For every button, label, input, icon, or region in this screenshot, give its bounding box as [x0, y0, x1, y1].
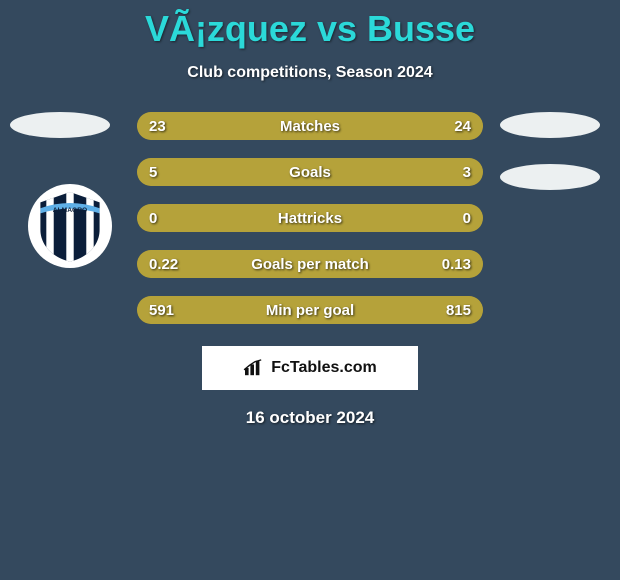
brand-box: FcTables.com	[202, 346, 418, 390]
comparison-stage: ALMAGRO 23 Matches 24 5 Goals 3 0 Hattri…	[0, 112, 620, 428]
stat-label: Hattricks	[137, 204, 483, 232]
svg-text:ALMAGRO: ALMAGRO	[53, 207, 87, 214]
stat-label: Goals per match	[137, 250, 483, 278]
date-label: 16 october 2024	[0, 408, 620, 428]
stat-value-right: 0.13	[442, 250, 471, 278]
stat-label: Goals	[137, 158, 483, 186]
almagro-shield-icon: ALMAGRO	[33, 189, 107, 263]
player-right-club-placeholder	[500, 164, 600, 190]
stat-value-right: 3	[463, 158, 471, 186]
stat-bar-hattricks: 0 Hattricks 0	[137, 204, 483, 232]
stat-bar-min-per-goal: 591 Min per goal 815	[137, 296, 483, 324]
stat-bar-matches: 23 Matches 24	[137, 112, 483, 140]
stat-label: Matches	[137, 112, 483, 140]
stat-value-right: 0	[463, 204, 471, 232]
stat-value-right: 24	[454, 112, 471, 140]
player-left-club-logo: ALMAGRO	[28, 184, 112, 268]
stat-label: Min per goal	[137, 296, 483, 324]
stat-bar-goals: 5 Goals 3	[137, 158, 483, 186]
player-left-avatar	[10, 112, 110, 138]
stat-bars: 23 Matches 24 5 Goals 3 0 Hattricks 0 0.…	[137, 112, 483, 324]
page-subtitle: Club competitions, Season 2024	[0, 64, 620, 82]
page-title: VÃ¡zquez vs Busse	[0, 0, 620, 50]
brand-text: FcTables.com	[271, 359, 377, 377]
player-right-avatar	[500, 112, 600, 138]
stat-bar-goals-per-match: 0.22 Goals per match 0.13	[137, 250, 483, 278]
bar-chart-icon	[243, 359, 265, 377]
stat-value-right: 815	[446, 296, 471, 324]
